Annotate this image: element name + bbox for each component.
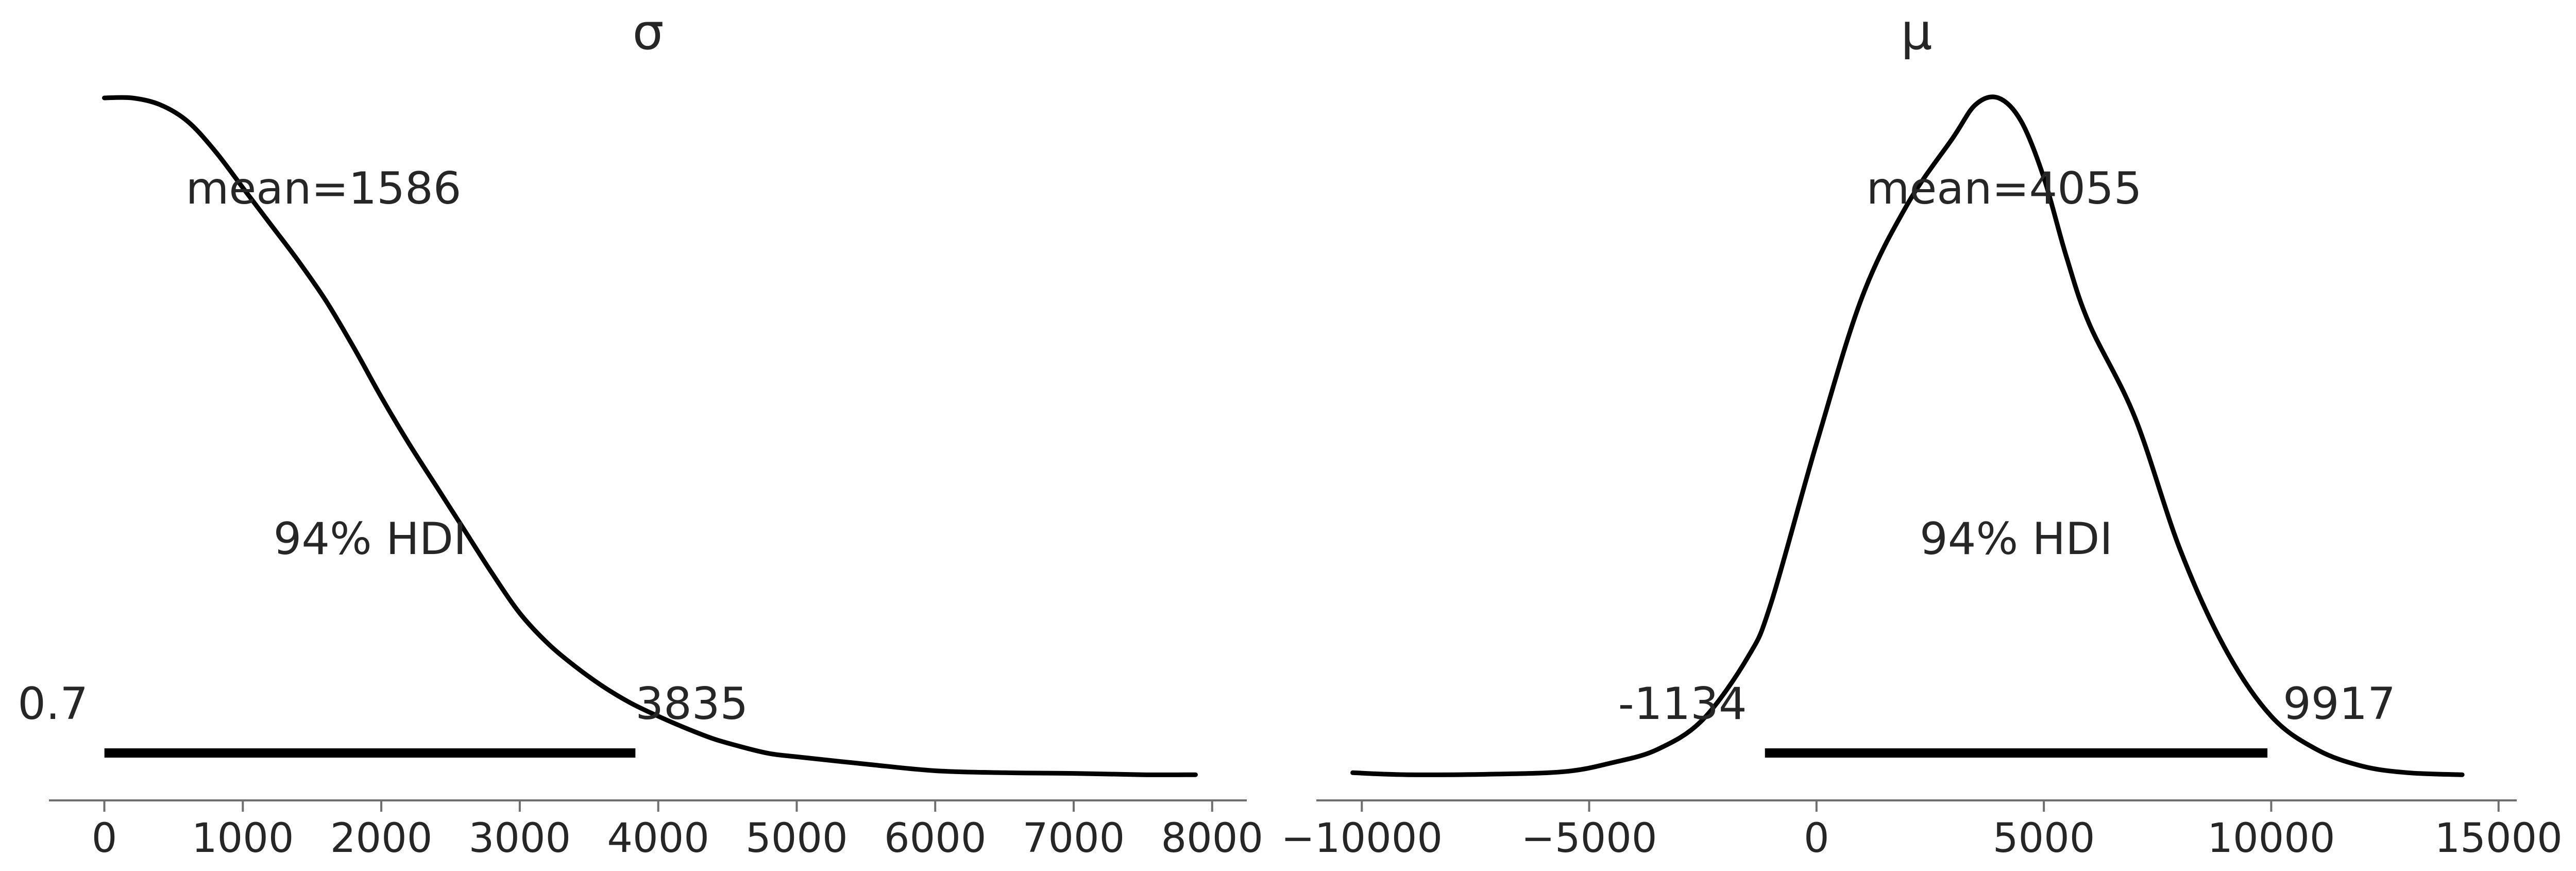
panel-sigma: 0 1000 2000 3000 4000 5000 6000 7000 8000 σ mean=1… <box>18 3 1263 862</box>
x-tick-label: 5000 <box>1993 815 2095 862</box>
density-curve <box>1350 94 2465 777</box>
hdi-label: 94% HDI <box>274 513 467 565</box>
x-tick-label: 7000 <box>1023 815 1125 862</box>
panel-title: μ <box>1901 3 1932 61</box>
hdi-low-label: -1134 <box>1618 678 1747 730</box>
panel-mu: −10000 −5000 0 5000 10000 15000 μ mean=4055 94% … <box>1281 3 2563 862</box>
x-tick-label: 10000 <box>2207 815 2335 862</box>
hdi-label: 94% HDI <box>1920 513 2113 565</box>
hdi-high-label: 9917 <box>2283 678 2396 730</box>
x-tick-label: 4000 <box>607 815 709 862</box>
x-tick-label: 2000 <box>330 815 433 862</box>
hdi-high-label: 3835 <box>635 678 748 730</box>
hdi-low-label: 0.7 <box>18 678 88 730</box>
x-tick-label: 3000 <box>469 815 571 862</box>
x-tick-label: 8000 <box>1161 815 1264 862</box>
x-tick-label: 0 <box>92 815 117 862</box>
mean-label: mean=4055 <box>1867 163 2142 214</box>
x-tick-label: 15000 <box>2435 815 2563 862</box>
x-tick-label: 6000 <box>884 815 987 862</box>
x-tick-label: −10000 <box>1281 815 1443 862</box>
x-tick-label: 0 <box>1804 815 1829 862</box>
x-tick-label: −5000 <box>1521 815 1657 862</box>
x-tick-label: 5000 <box>745 815 848 862</box>
panel-title: σ <box>633 3 664 61</box>
density-curve <box>102 95 1198 777</box>
mean-label: mean=1586 <box>186 163 462 214</box>
x-tick-label: 1000 <box>192 815 294 862</box>
